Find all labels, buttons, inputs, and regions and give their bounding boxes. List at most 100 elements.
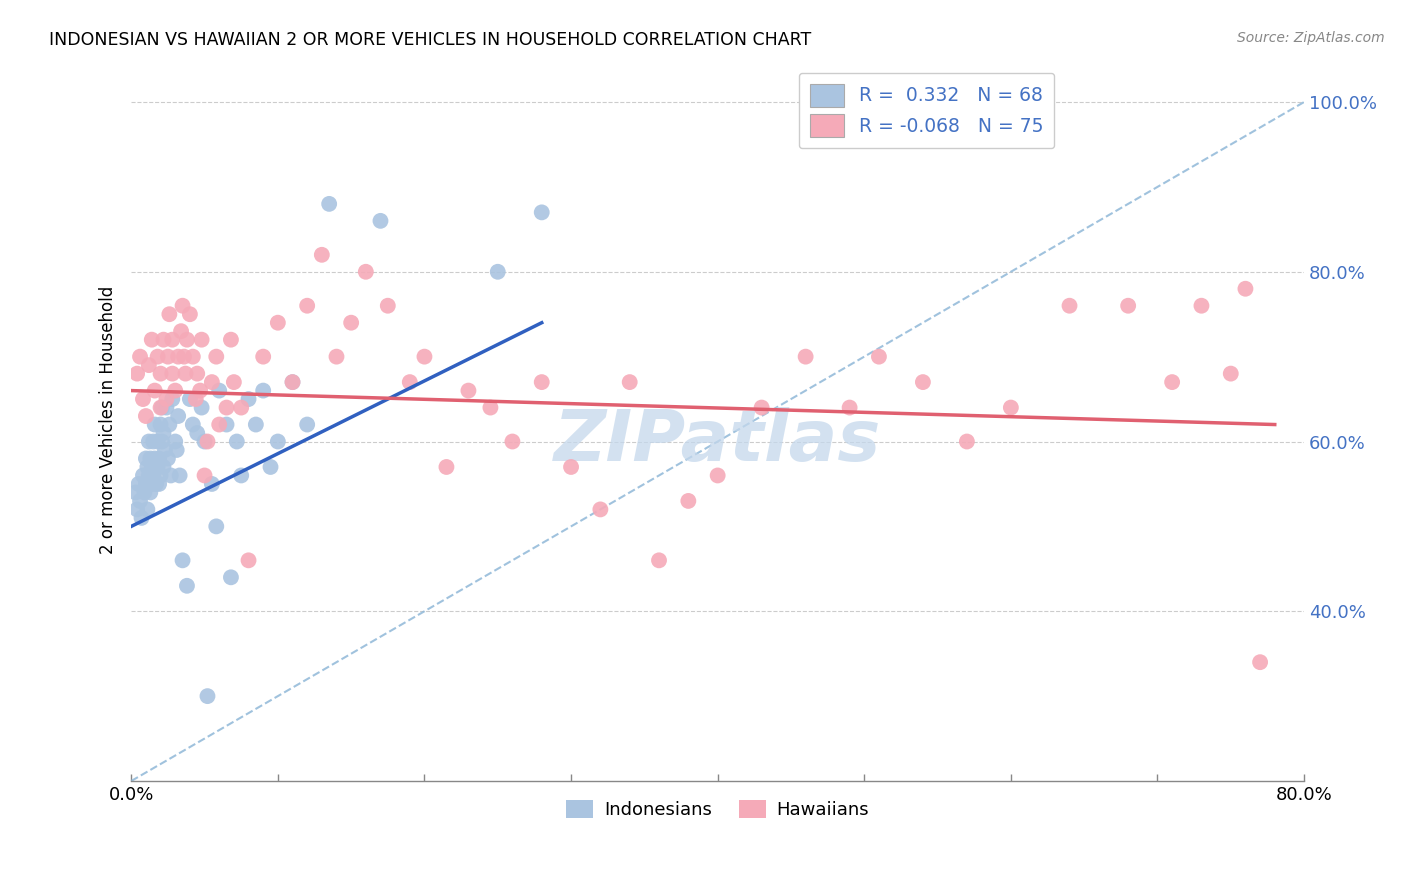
Point [149,401,172,415]
Point [162,333,184,347]
Point [295,299,318,313]
Text: Source: ZipAtlas.com: Source: ZipAtlas.com [1237,31,1385,45]
Point [1116,299,1139,313]
Point [143,384,166,398]
Point [157,417,180,432]
Legend: Indonesians, Hawaiians: Indonesians, Hawaiians [558,792,876,826]
Point [231,468,253,483]
Point [176,333,198,347]
Point [135,409,157,423]
Point [155,401,177,415]
Point [152,425,174,440]
Point [413,350,436,364]
Point [156,350,179,364]
Point [377,299,399,313]
Point [231,401,253,415]
Point [193,434,215,449]
Point [166,442,188,457]
Point [129,350,152,364]
Point [1059,299,1081,313]
Point [208,384,231,398]
Point [188,384,211,398]
Point [157,307,180,321]
Point [148,451,170,466]
Point [134,485,156,500]
Point [170,324,193,338]
Point [225,434,247,449]
Point [186,367,208,381]
Point [184,392,207,406]
Text: INDONESIAN VS HAWAIIAN 2 OR MORE VEHICLES IN HOUSEHOLD CORRELATION CHART: INDONESIAN VS HAWAIIAN 2 OR MORE VEHICLE… [49,31,811,49]
Point [150,434,173,449]
Point [318,197,340,211]
Point [222,375,245,389]
Point [436,460,458,475]
Point [205,519,228,533]
Point [172,299,194,313]
Point [156,451,179,466]
Point [190,333,212,347]
Point [190,401,212,415]
Point [794,350,817,364]
Point [267,434,290,449]
Point [197,689,219,703]
Point [1161,375,1184,389]
Point [201,375,224,389]
Point [648,553,671,567]
Point [124,485,146,500]
Point [127,502,149,516]
Point [179,392,201,406]
Point [142,434,165,449]
Point [267,316,290,330]
Point [162,367,184,381]
Point [165,384,187,398]
Point [174,367,197,381]
Point [1000,401,1022,415]
Point [219,333,242,347]
Point [169,468,191,483]
Point [340,316,363,330]
Point [141,477,163,491]
Point [219,570,242,584]
Point [132,392,155,406]
Point [167,409,190,423]
Point [619,375,641,389]
Point [143,417,166,432]
Point [197,434,219,449]
Point [135,477,157,491]
Point [141,333,163,347]
Point [176,579,198,593]
Point [678,494,700,508]
Point [148,477,170,491]
Point [205,350,228,364]
Point [186,425,208,440]
Point [295,417,318,432]
Point [162,392,184,406]
Point [160,468,183,483]
Point [129,494,152,508]
Point [181,350,204,364]
Point [149,367,172,381]
Point [252,384,274,398]
Point [1234,282,1257,296]
Point [530,205,553,219]
Text: ZIPatlas: ZIPatlas [554,408,882,476]
Point [201,477,224,491]
Point [152,460,174,475]
Point [838,401,860,415]
Point [1219,367,1241,381]
Point [146,350,169,364]
Point [149,468,172,483]
Point [145,477,167,491]
Point [143,451,166,466]
Point [215,417,238,432]
Point [215,401,238,415]
Point [956,434,979,449]
Point [153,442,176,457]
Y-axis label: 2 or more Vehicles in Household: 2 or more Vehicles in Household [100,286,117,555]
Point [868,350,890,364]
Point [911,375,934,389]
Point [530,375,553,389]
Point [193,468,215,483]
Point [131,511,153,525]
